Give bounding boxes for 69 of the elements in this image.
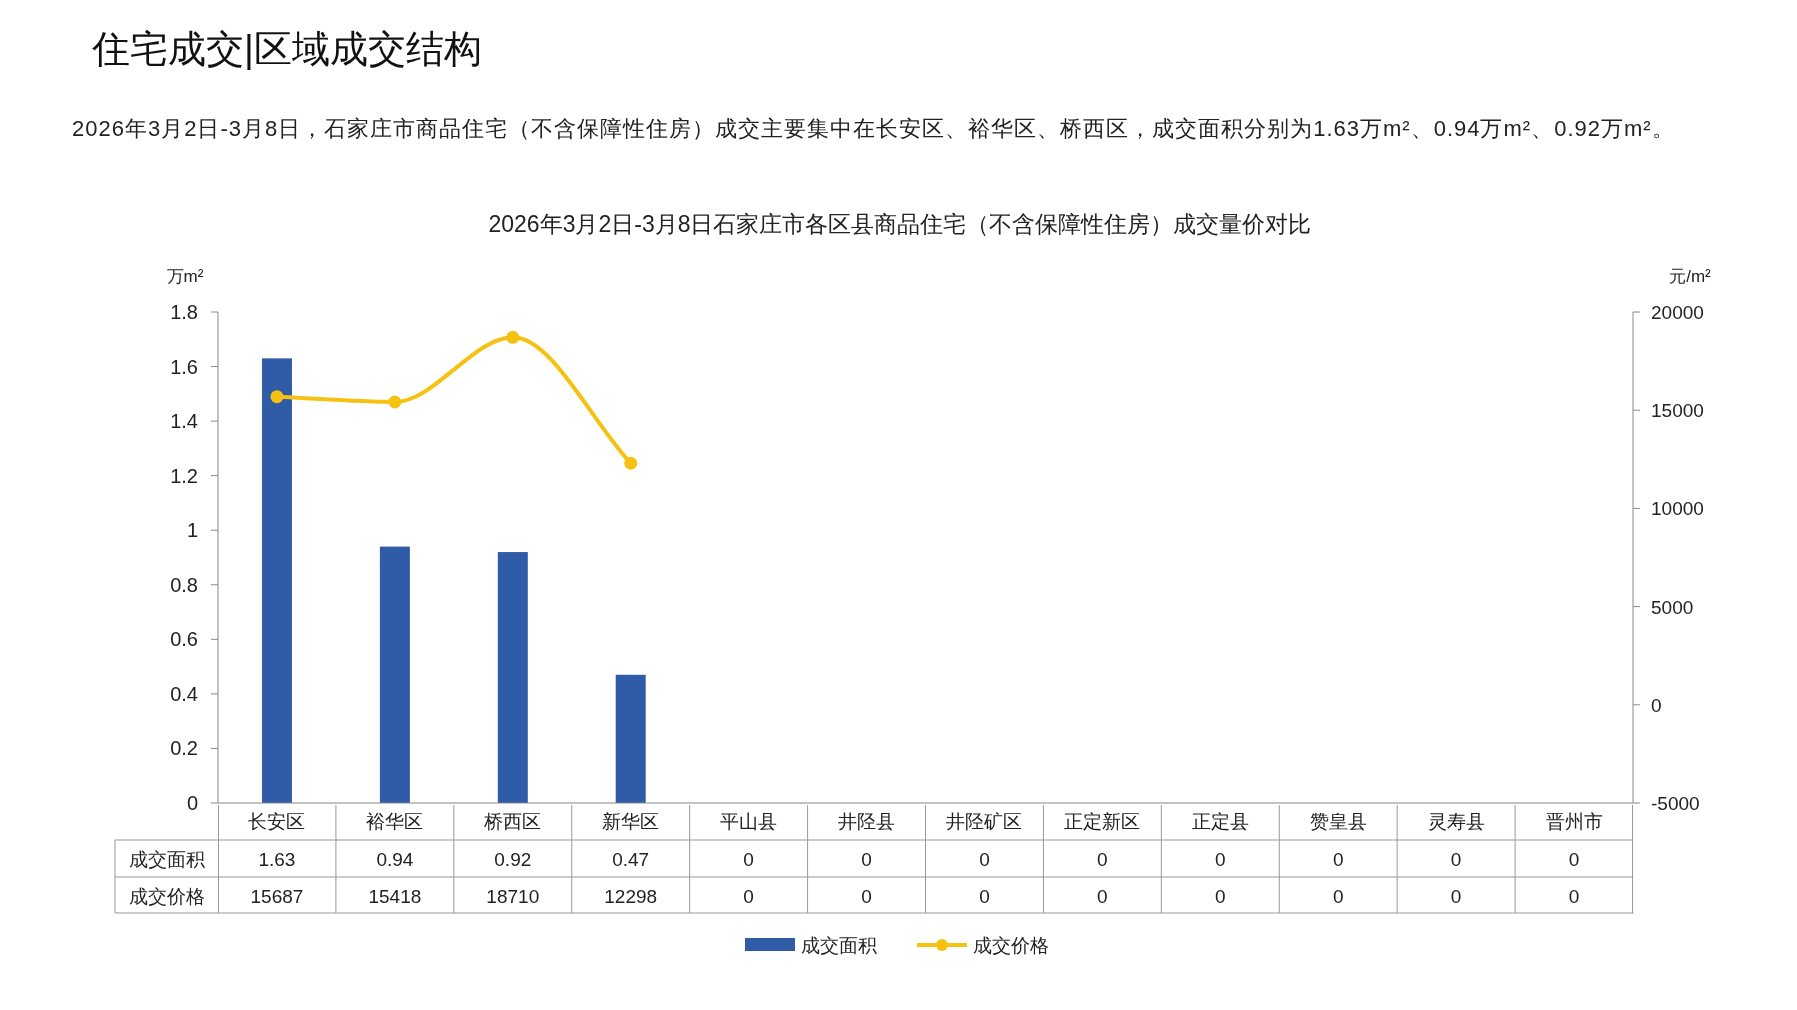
y-axis-title: 万m²	[166, 267, 204, 286]
point	[270, 390, 284, 404]
y2-axis-title: 元/m²	[1669, 267, 1712, 286]
text: 0	[1097, 886, 1108, 907]
y2-tick-label: -5000	[1651, 793, 1700, 814]
data-label: 0	[1215, 849, 1226, 870]
y2-tick-label: 0	[1651, 694, 1662, 716]
text: 0	[1450, 886, 1462, 907]
bar	[379, 546, 410, 803]
text: 0	[1568, 886, 1580, 907]
x-tick-label: 正定新区	[1064, 811, 1141, 832]
x-tick-label: 长安区	[248, 811, 306, 832]
text: 0	[861, 886, 872, 907]
point	[506, 330, 520, 344]
text: 0	[1215, 886, 1226, 907]
x-tick-label: 晋州市	[1545, 811, 1603, 832]
legend-label: 成交面积	[801, 935, 877, 956]
bar	[497, 552, 528, 803]
data-label: 0	[1332, 849, 1344, 870]
x-tick-label: 正定县	[1191, 811, 1249, 832]
y-tick-label: 1	[186, 519, 198, 542]
point	[388, 395, 402, 409]
chart-title: 2026年3月2日-3月8日石家庄市各区县商品住宅（不含保障性住房）成交量价对比	[488, 211, 1312, 237]
y2-tick-label: 20000	[1651, 302, 1704, 323]
data-label: 0.94	[376, 849, 414, 870]
y-tick-label: 1.2	[170, 464, 198, 487]
y-tick-label: 1.6	[170, 355, 198, 378]
chart-subtitle: 2026年3月2日-3月8日，石家庄市商品住宅（不含保障性住房）成交主要集中在长安区、裕华区、桥西区，成交面积分别为1.63万m²、0.94万m²、0.92万m²。	[72, 115, 1676, 143]
text: 0	[1332, 886, 1344, 907]
y2-tick-label: 10000	[1651, 498, 1704, 520]
data-label: 0	[743, 849, 754, 870]
x-tick-label: 井陉县	[838, 811, 896, 832]
y2-tick-label: 5000	[1651, 596, 1694, 618]
data-label: 0	[861, 849, 872, 870]
data-label: 1.63	[258, 849, 296, 870]
data-label: 0	[1450, 849, 1462, 870]
text: 成交面积	[128, 849, 205, 870]
y-tick-label: 0.6	[170, 628, 198, 651]
y2-tick-label: 15000	[1651, 400, 1704, 422]
y-tick-label: 0.2	[170, 737, 198, 760]
text: 住宅成交|区域成交结构	[91, 28, 482, 70]
x-tick-label: 桥西区	[483, 811, 542, 832]
y-tick-label: 1.8	[170, 301, 198, 323]
bar	[615, 674, 646, 803]
x-tick-label: 赞皇县	[1309, 811, 1367, 832]
x-tick-label: 裕华区	[366, 811, 424, 832]
y-tick-label: 0.4	[170, 682, 198, 705]
y-tick-label: 1.4	[170, 410, 198, 433]
data-label: 0	[979, 849, 990, 870]
data-label: 15418	[368, 886, 422, 907]
text: 成交价格	[128, 886, 205, 907]
text: 0	[979, 886, 990, 907]
data-label: 0	[1097, 849, 1108, 870]
x-tick-label: 新华区	[602, 811, 660, 832]
data-label: 0	[1568, 849, 1580, 870]
x-tick-label: 灵寿县	[1427, 811, 1485, 832]
y-tick-label: 0.8	[170, 573, 198, 596]
point	[624, 456, 638, 470]
data-label: 0.47	[612, 849, 650, 870]
x-tick-label: 平山县	[720, 811, 778, 832]
y-tick-label: 0	[186, 792, 198, 814]
data-label: 15687	[250, 886, 304, 907]
data-label: 18710	[486, 886, 540, 907]
bar	[261, 358, 292, 803]
data-label: 12298	[604, 886, 658, 907]
legend-label: 成交价格	[973, 935, 1049, 956]
text: 0	[743, 886, 754, 907]
data-label: 0.92	[494, 849, 532, 870]
x-tick-label: 井陉矿区	[946, 811, 1023, 832]
